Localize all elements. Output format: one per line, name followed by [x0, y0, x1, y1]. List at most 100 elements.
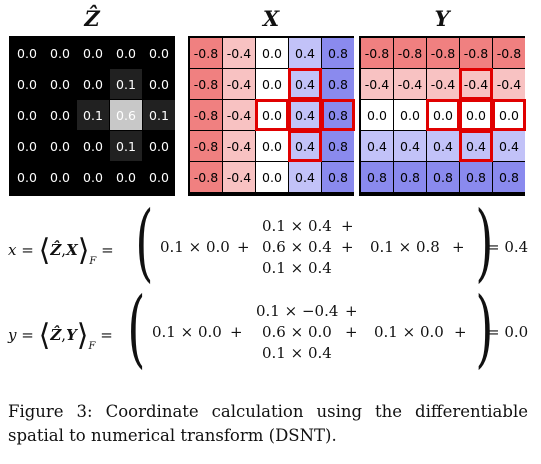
- eq-y-mid-top: 0.1 × −0.4: [256, 302, 339, 320]
- grid-cell: 0.8: [322, 69, 354, 99]
- grid-cell: 0.0: [11, 69, 43, 99]
- grid-cell: -0.4: [394, 69, 426, 99]
- grid-cell: 0.0: [493, 100, 525, 130]
- grid-cell: -0.4: [223, 100, 255, 130]
- eq-y-lhs: y: [8, 326, 17, 344]
- eq-y-plus1: +: [230, 323, 243, 341]
- grid-cell: 0.0: [77, 69, 109, 99]
- grid-cell: 0.4: [289, 38, 321, 68]
- grid-cell: -0.8: [190, 162, 222, 192]
- grid-cell: 0.0: [256, 69, 288, 99]
- eq-x-equals: =: [21, 241, 34, 259]
- eq-x-mat-a: Ẑ: [50, 241, 62, 259]
- eq-x-term3: 0.1 × 0.8: [370, 238, 440, 256]
- grid-cell: 0.0: [11, 100, 43, 130]
- eq-x-mid-mid-plus: +: [341, 238, 354, 256]
- figure-caption: Figure 3: Coordinate calculation using t…: [8, 402, 528, 445]
- highlight-box: [459, 68, 493, 100]
- grid-cell: 0.1: [110, 131, 142, 161]
- grid-cell: -0.8: [460, 38, 492, 68]
- eq-x-term1: 0.1 × 0.0: [160, 238, 230, 256]
- grid-cell: 0.0: [460, 100, 492, 130]
- grid-cell: 0.4: [427, 131, 459, 161]
- highlight-box: [426, 99, 460, 131]
- eq-x-plus3: +: [452, 238, 465, 256]
- eq-y-mid-bot: 0.1 × 0.4: [262, 344, 332, 362]
- highlight-box: [255, 99, 289, 131]
- heatmap-grid-zhat: 0.0 0.0 0.0 0.0 0.0 0.0 0.0 0.0 0.1 0.0 0.0 0.0 0.1 0…: [9, 36, 175, 196]
- eq-x-mid-top-plus: +: [341, 217, 354, 235]
- grid-cell: 0.0: [110, 38, 142, 68]
- coordinate-grid-x: -0.8 -0.4 0.0 0.4 0.8 -0.8 -0.4 0.0 0.4 0.8 -0.8 -0…: [188, 36, 355, 196]
- grid-cell: -0.8: [394, 38, 426, 68]
- coordinate-grid-y: -0.8 -0.8 -0.8 -0.8 -0.8 -0.4 -0.4 -0.4 -0.4 -0.4…: [359, 36, 526, 196]
- grid-cell: 0.4: [493, 131, 525, 161]
- grid-cell: -0.4: [223, 38, 255, 68]
- grid-cell: -0.4: [493, 69, 525, 99]
- grid-cell: -0.4: [460, 69, 492, 99]
- grid-cell: 0.8: [322, 100, 354, 130]
- grid-cell: 0.4: [460, 131, 492, 161]
- grid-cell: 0.8: [394, 162, 426, 192]
- grid-cell: 0.0: [44, 100, 76, 130]
- eq-x-left-paren: (: [135, 193, 154, 291]
- eq-x-plus1: +: [237, 238, 250, 256]
- grid-cell: -0.8: [190, 69, 222, 99]
- grid-cell: -0.4: [427, 69, 459, 99]
- grid-cell: 0.0: [143, 162, 175, 192]
- eq-x-subscript: F: [89, 256, 97, 267]
- grid-cell: 0.4: [289, 100, 321, 130]
- grid-cell: 0.0: [427, 100, 459, 130]
- grid-cell: 0.8: [460, 162, 492, 192]
- eq-y-mid-top-plus: +: [345, 302, 358, 320]
- grid-cell: -0.8: [493, 38, 525, 68]
- grid-cell: 0.8: [493, 162, 525, 192]
- grid-cell: 0.0: [394, 100, 426, 130]
- grid-cell: -0.8: [190, 38, 222, 68]
- eq-x-mid-mid: 0.6 × 0.4: [262, 238, 332, 256]
- eq-x-mid-top: 0.1 × 0.4: [262, 217, 332, 235]
- grid-cell: 0.0: [44, 69, 76, 99]
- grid-cell: -0.8: [190, 100, 222, 130]
- eq-y-mat-b: Y: [66, 326, 77, 344]
- highlight-box: [288, 130, 322, 162]
- eq-y-result: = 0.0: [487, 323, 529, 341]
- grid-title-zhat: Ẑ: [84, 6, 100, 31]
- highlight-box: [459, 130, 493, 162]
- grid-cell: 0.0: [361, 100, 393, 130]
- eq-x-mat-b: X: [66, 241, 78, 259]
- grid-cell: 0.0: [110, 162, 142, 192]
- grid-cell: 0.0: [11, 38, 43, 68]
- grid-cell: 0.4: [289, 69, 321, 99]
- eq-y-left-paren: (: [127, 279, 146, 377]
- highlight-box: [321, 99, 355, 131]
- grid-cell: -0.4: [223, 69, 255, 99]
- grid-cell: 0.0: [44, 38, 76, 68]
- highlight-box: [492, 99, 526, 131]
- highlight-box: [288, 99, 322, 131]
- grid-cell: 0.8: [322, 162, 354, 192]
- grid-cell: 0.0: [77, 38, 109, 68]
- highlight-box: [459, 99, 493, 131]
- grid-cell: 0.0: [77, 162, 109, 192]
- grid-cell: 0.1: [143, 100, 175, 130]
- grid-title-x: X: [262, 6, 280, 31]
- grid-cell: 0.4: [289, 131, 321, 161]
- grid-cell: 0.0: [143, 69, 175, 99]
- eq-y-term1: 0.1 × 0.0: [152, 323, 222, 341]
- eq-y-right-paren: ): [475, 279, 494, 377]
- grid-cell: 0.8: [322, 131, 354, 161]
- highlight-box: [288, 68, 322, 100]
- grid-cell: 0.6: [110, 100, 142, 130]
- eq-y-mid-mid-plus: +: [345, 323, 358, 341]
- eq-x-lhs: x: [8, 241, 17, 259]
- eq-x-result: = 0.4: [487, 238, 529, 256]
- eq-y-subscript: F: [88, 341, 96, 352]
- grid-cell: -0.8: [190, 131, 222, 161]
- grid-cell: 0.8: [361, 162, 393, 192]
- eq-y-equals: =: [21, 326, 34, 344]
- grid-cell: -0.8: [427, 38, 459, 68]
- eq-y-mid-mid: 0.6 × 0.0: [262, 323, 332, 341]
- eq-x-right-paren: ): [475, 193, 494, 291]
- grid-cell: 0.1: [110, 69, 142, 99]
